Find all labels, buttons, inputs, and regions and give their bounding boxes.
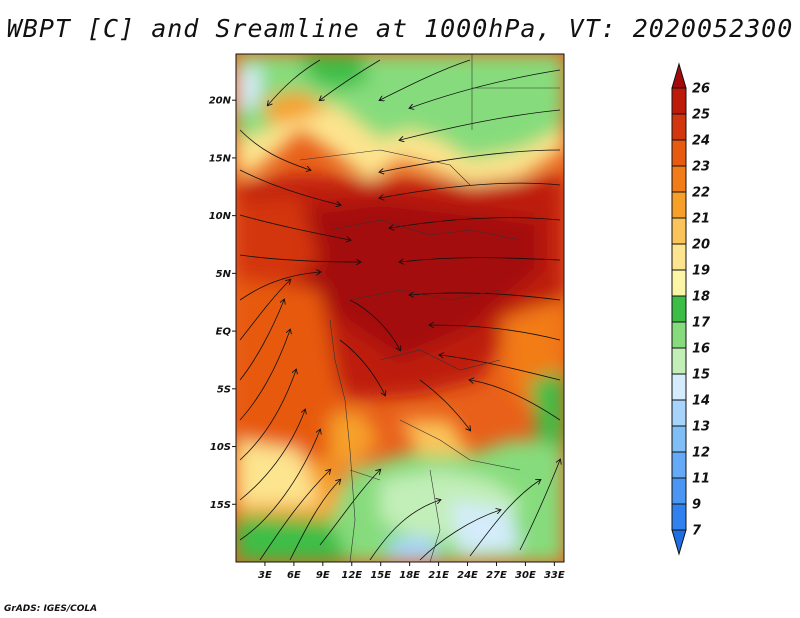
colorbar-segment	[671, 477, 687, 505]
lon-tick-label: 3E	[258, 570, 272, 581]
colorbar-level-label: 21	[692, 212, 710, 227]
colorbar-level-label: 14	[692, 394, 710, 409]
colorbar-segment	[671, 87, 687, 115]
colorbar-segment	[671, 139, 687, 167]
map-border	[235, 53, 565, 563]
colorbar-segment	[671, 217, 687, 245]
temperature-shading	[236, 54, 564, 562]
lat-tick-label: 5S	[217, 384, 231, 395]
country-borders	[299, 54, 560, 562]
colorbar-level-label: 25	[692, 108, 710, 123]
colorbar-level-label: 22	[692, 186, 710, 201]
lat-tick-label: 10S	[210, 442, 231, 453]
colorbar-level-label: 13	[692, 420, 710, 435]
lon-tick-label: 33E	[544, 570, 565, 581]
map-frame	[235, 53, 565, 563]
chart-title: WBPT [C] and Sreamline at 1000hPa, VT: 2…	[6, 14, 794, 43]
colorbar-level-label: 11	[692, 472, 710, 487]
colorbar-level-label: 9	[692, 498, 701, 513]
colorbar-level-label: 18	[692, 290, 710, 305]
colorbar-segment	[671, 503, 687, 531]
colorbar-level-label: 12	[692, 446, 710, 461]
lat-tick-label: 5N	[216, 269, 232, 280]
lon-tick-label: 27E	[486, 570, 507, 581]
longitude-axis: 3E 6E 9E 12E 15E 18E 21E 24E 27E 30E 33E	[258, 562, 565, 581]
lon-tick-label: 21E	[428, 570, 449, 581]
grads-credit: GrADS: IGES/COLA	[4, 604, 98, 614]
colorbar-level-label: 15	[692, 368, 710, 383]
colorbar-segment	[671, 347, 687, 375]
latitude-axis: 20N 15N 10N 5N EQ 5S 10S 15S	[209, 96, 236, 511]
colorbar: 7 9 11 12 13 14 15 16 17 18 19 20 21 22 23 24 25 26	[671, 62, 711, 556]
lat-tick-label: EQ	[216, 327, 232, 338]
lon-tick-label: 12E	[341, 570, 362, 581]
colorbar-level-label: 19	[692, 264, 710, 279]
colorbar-level-label: 16	[692, 342, 710, 357]
colorbar-segment	[671, 425, 687, 453]
colorbar-segment	[671, 399, 687, 427]
lon-tick-label: 24E	[457, 570, 478, 581]
colorbar-level-label: 24	[692, 134, 710, 149]
colorbar-segment	[671, 373, 687, 401]
wbpt-field	[236, 54, 564, 562]
lat-tick-label: 15S	[210, 500, 231, 511]
lon-tick-label: 18E	[399, 570, 420, 581]
colorbar-segment	[671, 269, 687, 297]
colorbar-max-arrow	[671, 62, 687, 89]
colorbar-segment	[671, 243, 687, 271]
lat-tick-label: 10N	[209, 211, 232, 222]
lat-tick-label: 15N	[209, 153, 232, 164]
colorbar-segment	[671, 113, 687, 141]
colorbar-level-label: 17	[692, 316, 711, 331]
colorbar-segment	[671, 191, 687, 219]
colorbar-segment	[671, 165, 687, 193]
colorbar-level-label: 26	[692, 82, 710, 97]
lon-tick-label: 6E	[287, 570, 301, 581]
colorbar-segment	[671, 451, 687, 479]
lon-tick-label: 15E	[370, 570, 391, 581]
colorbar-level-label: 7	[692, 524, 702, 539]
colorbar-segment	[671, 295, 687, 323]
colorbar-segment	[671, 321, 687, 349]
streamlines	[239, 59, 560, 561]
lon-tick-label: 9E	[316, 570, 330, 581]
lon-tick-label: 30E	[515, 570, 536, 581]
colorbar-level-label: 20	[692, 238, 710, 253]
colorbar-level-label: 23	[692, 160, 710, 175]
lat-tick-label: 20N	[209, 96, 232, 107]
colorbar-min-arrow	[671, 529, 687, 556]
